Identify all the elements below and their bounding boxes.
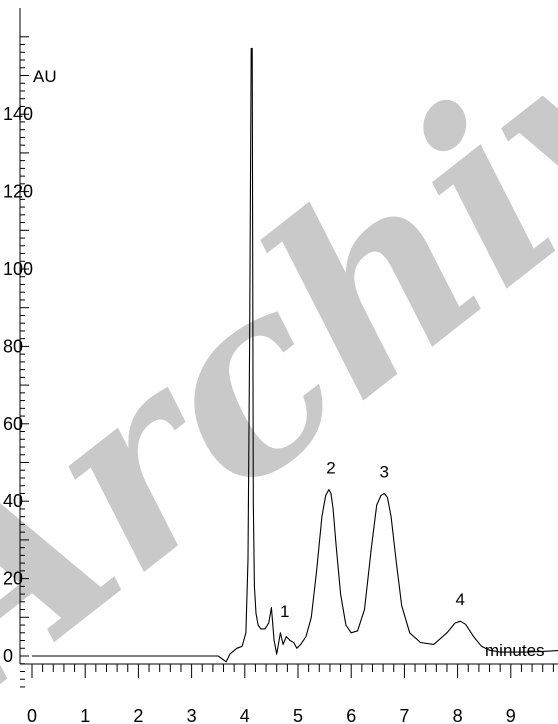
x-tick-label: 7 xyxy=(399,706,409,724)
y-tick-label: 0 xyxy=(3,646,13,666)
peak-annotations: 1 2 3 4 xyxy=(280,459,465,621)
y-axis-unit-label: AU xyxy=(33,67,57,86)
axes: 0 20 40 60 80 100 120 140 0 1 2 3 4 5 6 7 8 9 xyxy=(3,8,558,724)
y-tick-label: 100 xyxy=(3,259,33,279)
x-tick-label: 9 xyxy=(506,706,516,724)
x-tick-label: 5 xyxy=(293,706,303,724)
peak-label-1: 1 xyxy=(280,602,289,621)
x-axis-unit-label: minutes xyxy=(485,641,545,660)
y-tick-label: 60 xyxy=(3,414,23,434)
x-tick-label: 6 xyxy=(346,706,356,724)
x-tick-label: 8 xyxy=(453,706,463,724)
y-tick-label: 120 xyxy=(3,182,33,202)
chromatogram-line xyxy=(32,47,558,663)
peak-label-2: 2 xyxy=(326,459,335,478)
y-tick-label: 20 xyxy=(3,569,23,589)
x-tick-label: 0 xyxy=(27,706,37,724)
x-tick-label: 4 xyxy=(240,706,250,724)
x-tick-label: 3 xyxy=(187,706,197,724)
y-tick-label: 40 xyxy=(3,491,23,511)
y-tick-label: 80 xyxy=(3,336,23,356)
peak-label-4: 4 xyxy=(456,590,465,609)
chromatogram-trace xyxy=(32,47,558,663)
y-tick-label: 140 xyxy=(3,104,33,124)
x-tick-label: 2 xyxy=(133,706,143,724)
x-tick-label: 1 xyxy=(80,706,90,724)
peak-label-3: 3 xyxy=(379,462,388,481)
